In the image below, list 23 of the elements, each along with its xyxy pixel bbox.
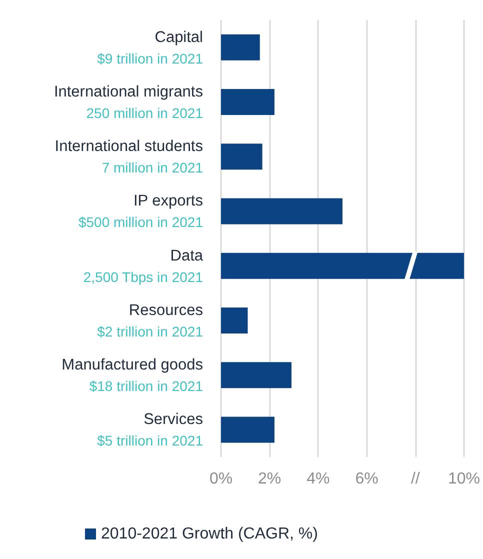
bar [221,252,464,279]
x-tick-label: 6% [355,470,378,488]
bar [221,34,260,60]
x-tick-label: 0% [209,470,233,488]
x-tick-label: 10% [448,470,480,488]
x-tick-label: 4% [306,470,330,488]
bar [221,88,274,115]
y-tick-label: Manufactured goods $18 trillion in 2021 [62,356,204,394]
x-tick-label: // [410,470,420,488]
y-tick-label: Resources $2 trillion in 2021 [97,302,204,340]
y-tick-label: Data 2,500 Tbps in 2021 [83,247,204,285]
x-tick-label: 2% [258,470,282,488]
y-tick-label: IP exports $500 million in 2021 [78,192,204,230]
y-tick-label: International students 7 million in 2021 [54,138,204,176]
y-tick-label: Capital $9 trillion in 2021 [97,28,204,66]
bar [221,144,262,170]
y-tick-label: Services $5 trillion in 2021 [97,411,204,449]
bar [221,362,292,388]
bar [221,416,274,443]
legend-label: 2010-2021 Growth (CAGR, %) [101,526,318,542]
bar [221,198,342,224]
bar [221,307,248,334]
y-tick-label: International migrants 250 million in 2021 [54,83,204,121]
